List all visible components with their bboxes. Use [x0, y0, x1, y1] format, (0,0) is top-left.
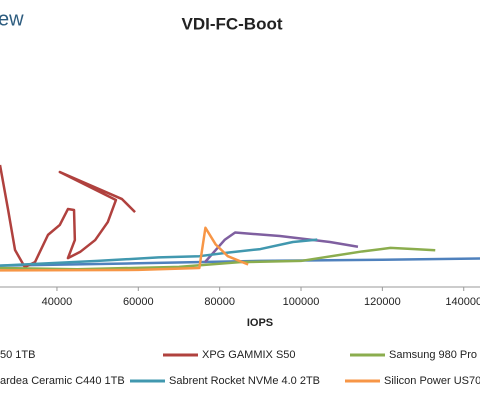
legend-label: Silicon Power US70 [384, 375, 480, 387]
series-line [0, 238, 318, 267]
chart-title: VDI-FC-Boot [181, 14, 282, 33]
x-axis-label: IOPS [247, 317, 273, 329]
legend-label: XPG GAMMIX S50 [202, 349, 296, 361]
x-tick-label: 60000 [123, 296, 154, 308]
x-tick-label: 120000 [364, 296, 401, 308]
legend-label: ardea Ceramic C440 1TB [0, 375, 125, 387]
x-tick-label: 40000 [42, 296, 73, 308]
series-line [0, 164, 136, 269]
x-tick-label: 140000 [445, 296, 480, 308]
x-tick-label: 100000 [283, 296, 320, 308]
x-tick-label: 80000 [204, 296, 235, 308]
logo-text: ew [0, 8, 24, 30]
series-line [0, 246, 436, 271]
legend-label: Samsung 980 Pro 1 [389, 349, 480, 361]
legend-label: 50 1TB [0, 349, 35, 361]
series-line [204, 231, 359, 263]
legend-label: Sabrent Rocket NVMe 4.0 2TB [169, 375, 320, 387]
series-line [0, 226, 249, 272]
